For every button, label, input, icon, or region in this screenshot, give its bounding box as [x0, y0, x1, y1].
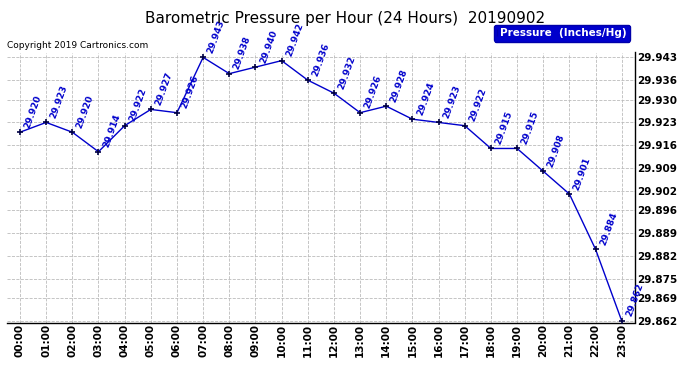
Text: 29.940: 29.940 — [258, 28, 279, 64]
Text: 29.920: 29.920 — [23, 94, 43, 129]
Text: 29.862: 29.862 — [624, 282, 645, 318]
Text: 29.938: 29.938 — [232, 35, 253, 71]
Text: 29.923: 29.923 — [49, 84, 69, 120]
Text: Copyright 2019 Cartronics.com: Copyright 2019 Cartronics.com — [7, 41, 148, 50]
Text: 29.915: 29.915 — [520, 110, 540, 146]
Text: 29.924: 29.924 — [415, 81, 435, 116]
Text: 29.942: 29.942 — [284, 22, 305, 58]
Text: 29.936: 29.936 — [310, 42, 331, 77]
Text: 29.943: 29.943 — [206, 19, 226, 55]
Text: 29.915: 29.915 — [493, 110, 514, 146]
Text: 29.923: 29.923 — [442, 84, 462, 120]
Text: 29.926: 29.926 — [179, 74, 200, 110]
Legend: Pressure  (Inches/Hg): Pressure (Inches/Hg) — [493, 25, 629, 42]
Text: 29.920: 29.920 — [75, 94, 95, 129]
Text: 29.922: 29.922 — [468, 87, 488, 123]
Text: Barometric Pressure per Hour (24 Hours)  20190902: Barometric Pressure per Hour (24 Hours) … — [145, 11, 545, 26]
Text: 29.932: 29.932 — [337, 54, 357, 90]
Text: 29.922: 29.922 — [128, 87, 148, 123]
Text: 29.927: 29.927 — [154, 70, 174, 106]
Text: 29.901: 29.901 — [572, 156, 593, 191]
Text: 29.908: 29.908 — [546, 133, 566, 168]
Text: 29.914: 29.914 — [101, 113, 121, 149]
Text: 29.884: 29.884 — [598, 211, 619, 246]
Text: 29.926: 29.926 — [363, 74, 383, 110]
Text: 29.928: 29.928 — [389, 68, 409, 104]
